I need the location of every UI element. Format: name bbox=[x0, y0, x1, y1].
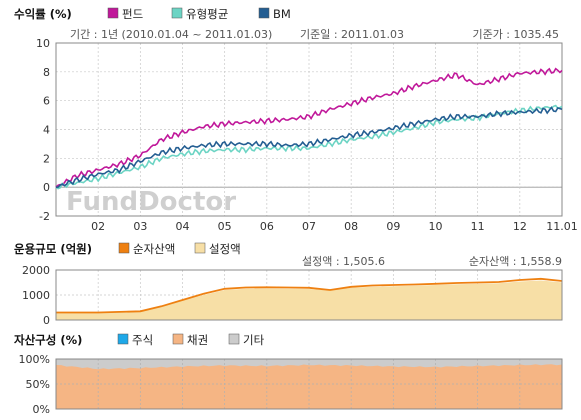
asset-allocation-panel: 자산구성 (%) 주식 채권 기타 100% 50% 0% bbox=[14, 333, 563, 416]
base-date-label: 기준일 : 2011.01.03 bbox=[300, 27, 404, 41]
set-amount-label: 설정액 : 1,505.6 bbox=[302, 255, 385, 268]
x-tick-label: 11.01 bbox=[546, 220, 578, 233]
watermark: FundDoctor bbox=[66, 187, 236, 217]
net-asset-label: 순자산액 : 1,558.9 bbox=[469, 255, 562, 268]
returns-title: 수익률 (%) bbox=[14, 7, 72, 21]
legend-swatch-bm bbox=[258, 7, 270, 19]
set-amount-area bbox=[56, 280, 562, 320]
y-tick-label: 10 bbox=[36, 37, 50, 50]
fund-size-panel: 운용규모 (억원) 순자산액 설정액 설정액 : 1,505.6 순자산액 : … bbox=[14, 242, 563, 327]
legend-swatch-category-avg bbox=[171, 7, 183, 19]
y-tick-label: 0% bbox=[33, 403, 50, 416]
base-price-label: 기준가 : 1035.45 bbox=[472, 28, 559, 41]
asset-allocation-title: 자산구성 (%) bbox=[14, 333, 82, 347]
legend-swatch-fund bbox=[107, 7, 119, 19]
y-tick-label: 2 bbox=[43, 152, 50, 165]
y-tick-label: 4 bbox=[43, 124, 50, 137]
legend-other: 기타 bbox=[243, 333, 265, 347]
y-tick-label: 6 bbox=[43, 95, 50, 108]
legend-set-amount: 설정액 bbox=[209, 242, 241, 256]
x-tick-label: 03 bbox=[133, 220, 147, 233]
legend-category-avg: 유형평균 bbox=[186, 7, 228, 21]
x-tick-label: 09 bbox=[386, 220, 400, 233]
y-tick-label: 0 bbox=[43, 181, 50, 194]
x-tick-label: 05 bbox=[218, 220, 232, 233]
series-line-1 bbox=[55, 67, 563, 188]
x-tick-label: 08 bbox=[344, 220, 358, 233]
x-tick-label: 07 bbox=[302, 220, 316, 233]
legend-stock: 주식 bbox=[132, 333, 153, 347]
period-label: 기간 : 1년 (2010.01.04 ~ 2011.01.03) bbox=[70, 28, 272, 41]
legend-bm: BM bbox=[273, 7, 291, 21]
fund-size-title: 운용규모 (억원) bbox=[14, 242, 92, 256]
fund-size-plot-frame bbox=[55, 269, 563, 321]
series-line-3 bbox=[55, 106, 563, 188]
y-tick-label: 8 bbox=[43, 66, 50, 79]
legend-bond: 채권 bbox=[187, 333, 208, 347]
legend-swatch-set-amount bbox=[194, 242, 206, 254]
y-tick-label: 50% bbox=[26, 378, 50, 391]
legend-swatch-bond bbox=[172, 333, 184, 345]
x-tick-label: 12 bbox=[513, 220, 527, 233]
legend-swatch-stock bbox=[117, 333, 129, 345]
x-tick-label: 11 bbox=[471, 220, 485, 233]
legend-fund: 펀드 bbox=[122, 7, 143, 21]
x-tick-label: 06 bbox=[260, 220, 274, 233]
legend-net-asset: 순자산액 bbox=[133, 242, 175, 256]
y-tick-label: -2 bbox=[39, 210, 50, 223]
x-tick-label: 04 bbox=[176, 220, 190, 233]
legend-swatch-other bbox=[228, 333, 240, 345]
net-asset-line bbox=[56, 277, 563, 314]
returns-plot-frame bbox=[55, 42, 563, 217]
y-tick-label: 1000 bbox=[22, 289, 50, 302]
x-tick-label: 10 bbox=[429, 220, 443, 233]
legend-swatch-net-asset bbox=[118, 242, 130, 254]
asset-allocation-plot-frame bbox=[55, 358, 563, 410]
y-tick-label: 0 bbox=[43, 314, 50, 327]
x-tick-label: 02 bbox=[91, 220, 105, 233]
y-tick-label: 100% bbox=[19, 353, 50, 366]
y-tick-label: 2000 bbox=[22, 264, 50, 277]
returns-panel: 수익률 (%) 펀드 유형평균 BM FundDoctor 기간 : 1년 (2… bbox=[14, 7, 578, 233]
